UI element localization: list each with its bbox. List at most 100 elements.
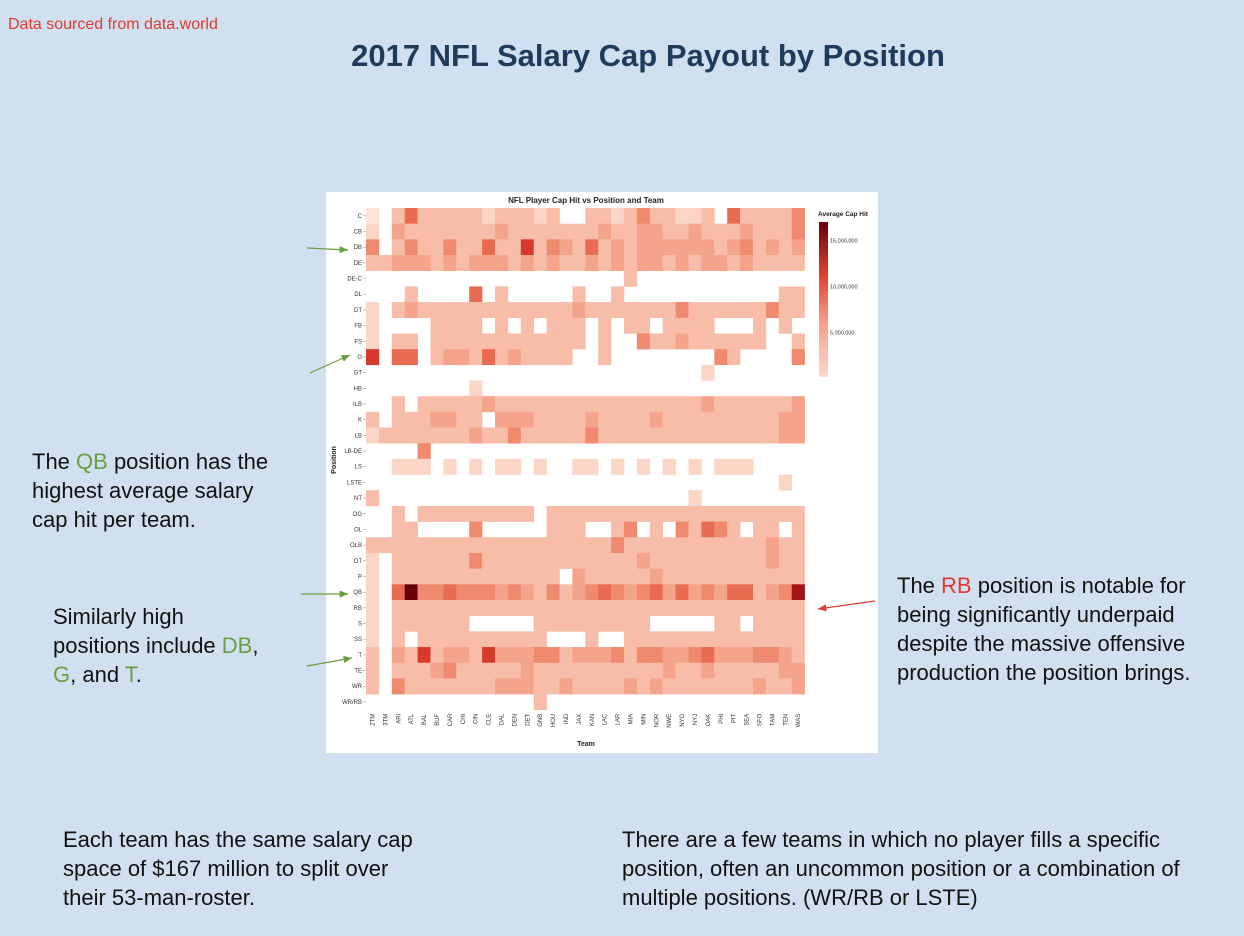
heatmap-cell bbox=[636, 505, 651, 522]
heatmap-cell bbox=[688, 239, 702, 256]
heatmap-cell bbox=[417, 678, 431, 695]
heatmap-cell bbox=[598, 411, 612, 428]
heatmap-cell bbox=[404, 458, 418, 475]
heatmap-cell bbox=[533, 208, 547, 224]
heatmap-cell bbox=[624, 662, 638, 679]
heatmap-cell bbox=[598, 600, 612, 616]
heatmap-cell bbox=[688, 678, 702, 695]
heatmap-cell bbox=[701, 647, 715, 664]
heatmap-cell bbox=[688, 317, 702, 334]
heatmap-cell bbox=[546, 396, 560, 413]
legend-tick-label: 10,000,000 bbox=[830, 285, 858, 291]
heatmap-cell bbox=[688, 647, 702, 664]
heatmap-cell bbox=[443, 427, 457, 444]
heatmap-cell bbox=[430, 537, 444, 554]
heatmap-cell bbox=[649, 208, 663, 224]
heatmap-cell bbox=[482, 427, 496, 444]
heatmap-cell bbox=[572, 317, 586, 334]
heatmap-cell bbox=[740, 458, 754, 475]
heatmap-cell bbox=[662, 458, 676, 475]
heatmap-cell bbox=[753, 255, 767, 272]
heatmap-cell bbox=[765, 537, 780, 554]
heatmap-cell bbox=[495, 349, 509, 366]
heatmap-cell bbox=[559, 552, 573, 569]
heatmap-cell bbox=[585, 255, 599, 272]
heatmap-cell bbox=[443, 537, 457, 554]
heatmap-cell bbox=[624, 678, 638, 695]
heatmap-cell bbox=[611, 662, 625, 679]
heatmap-cell bbox=[636, 662, 651, 679]
heatmap-cell bbox=[456, 427, 470, 444]
heatmap-cell bbox=[482, 505, 496, 522]
heatmap-cell bbox=[366, 333, 380, 350]
position-tick-label: LSTE bbox=[347, 480, 362, 486]
chart-title: NFL Player Cap Hit vs Position and Team bbox=[508, 196, 664, 205]
heatmap-cell bbox=[546, 255, 560, 272]
heatmap-cell bbox=[662, 678, 676, 695]
heatmap-cell bbox=[624, 208, 638, 224]
heatmap-cell bbox=[636, 584, 651, 601]
heatmap-cell bbox=[649, 239, 663, 256]
heatmap-cell bbox=[572, 568, 586, 585]
rb-note-pre: The bbox=[897, 573, 942, 598]
heatmap-cell bbox=[366, 427, 380, 444]
heatmap-cell bbox=[598, 208, 612, 224]
heatmap-cell bbox=[649, 584, 663, 601]
heatmap-cell bbox=[366, 239, 380, 256]
heatmap-cell bbox=[456, 223, 470, 240]
heatmap-cell bbox=[456, 584, 470, 601]
heatmap-cell bbox=[675, 552, 689, 569]
heatmap-cell bbox=[688, 223, 702, 240]
heatmap-cell bbox=[417, 584, 431, 601]
heatmap-cell bbox=[391, 239, 405, 256]
heatmap-cell bbox=[675, 223, 689, 240]
heatmap-cell bbox=[675, 662, 689, 679]
heatmap-cell bbox=[791, 208, 805, 224]
heatmap-cell bbox=[740, 505, 754, 522]
heatmap-cell bbox=[701, 427, 715, 444]
heatmap-cell bbox=[533, 694, 547, 711]
heatmap-cell bbox=[495, 584, 509, 601]
heatmap-cell bbox=[417, 302, 431, 319]
position-tick-label: FB bbox=[354, 324, 362, 330]
heatmap-cell bbox=[533, 537, 547, 554]
heatmap-cell bbox=[572, 505, 586, 522]
heatmap-cell bbox=[598, 662, 612, 679]
heatmap-cell bbox=[546, 568, 560, 585]
heatmap-cell bbox=[714, 396, 728, 413]
heatmap-cell bbox=[765, 647, 780, 664]
heatmap-cell bbox=[495, 317, 509, 334]
heatmap-cell bbox=[546, 411, 560, 428]
heatmap-cell bbox=[636, 208, 651, 224]
heatmap-cell bbox=[520, 427, 534, 444]
heatmap-cell bbox=[507, 239, 522, 256]
heatmap-cell bbox=[430, 349, 444, 366]
heatmap-cell bbox=[417, 223, 431, 240]
heatmap-cell bbox=[507, 678, 522, 695]
team-tick-label: BAL bbox=[422, 713, 428, 725]
heatmap-cell bbox=[572, 615, 586, 632]
heatmap-cell bbox=[791, 521, 805, 538]
similar-note-and: , and bbox=[70, 662, 125, 687]
heatmap-cell bbox=[366, 631, 380, 648]
position-tick-label: T bbox=[358, 653, 362, 659]
heatmap-cell bbox=[507, 600, 522, 616]
heatmap-cell bbox=[482, 600, 496, 616]
heatmap-cell bbox=[649, 521, 663, 538]
heatmap-cell bbox=[624, 255, 638, 272]
heatmap-cell bbox=[430, 631, 444, 648]
heatmap-cell bbox=[495, 458, 509, 475]
heatmap-cell bbox=[520, 600, 534, 616]
heatmap-cell bbox=[456, 317, 470, 334]
heatmap-cell bbox=[662, 568, 676, 585]
heatmap-cell bbox=[404, 427, 418, 444]
heatmap-cell bbox=[559, 411, 573, 428]
heatmap-cell bbox=[417, 443, 431, 460]
heatmap-cell bbox=[366, 678, 380, 695]
heatmap-cell bbox=[649, 411, 663, 428]
heatmap-cell bbox=[791, 537, 805, 554]
heatmap-cell bbox=[533, 458, 547, 475]
heatmap-cell bbox=[753, 568, 767, 585]
heatmap-cell bbox=[753, 223, 767, 240]
heatmap-cell bbox=[688, 552, 702, 569]
